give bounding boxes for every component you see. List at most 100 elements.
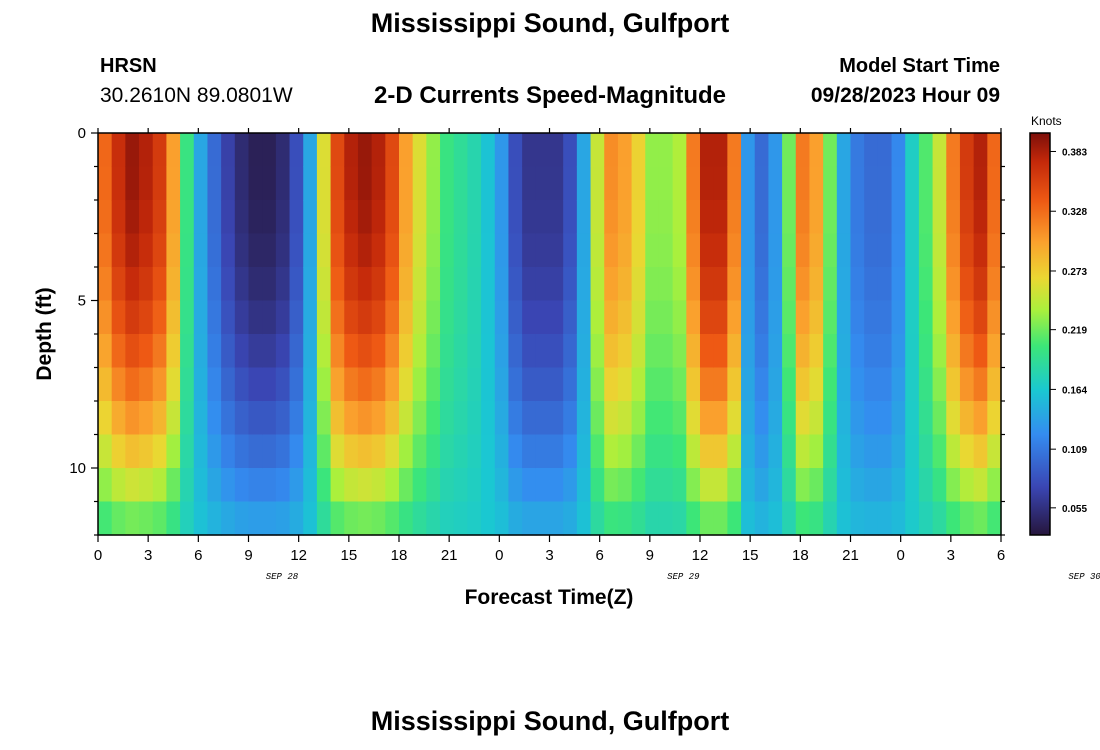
heatmap-cell xyxy=(180,367,195,402)
heatmap-cell xyxy=(371,501,386,536)
heatmap-cell xyxy=(440,401,455,436)
heatmap-cell xyxy=(303,468,318,503)
heatmap-cell xyxy=(959,367,975,402)
heatmap-cell xyxy=(275,200,291,235)
heatmap-cell xyxy=(795,367,811,402)
heatmap-cell xyxy=(563,200,578,235)
heatmap-cell xyxy=(946,468,961,503)
heatmap-cell xyxy=(836,133,852,168)
heatmap-cell xyxy=(275,133,291,168)
heatmap-cell xyxy=(672,133,687,168)
heatmap-cell xyxy=(467,233,482,268)
heatmap-cell xyxy=(426,468,441,503)
heatmap-cell xyxy=(303,300,318,335)
heatmap-cell xyxy=(344,401,359,436)
heatmap-cell xyxy=(973,334,988,369)
heatmap-cell xyxy=(221,133,236,168)
heatmap-cell xyxy=(166,434,181,469)
heatmap-cell xyxy=(426,501,441,536)
x-axis-label: Forecast Time(Z) xyxy=(465,586,634,609)
heatmap-cell xyxy=(823,267,838,302)
heatmap-cell xyxy=(481,300,496,335)
heatmap-cell xyxy=(522,133,537,168)
heatmap-cell xyxy=(877,300,893,335)
heatmap-cell xyxy=(303,367,318,402)
heatmap-cell xyxy=(481,501,496,536)
heatmap-cell xyxy=(959,200,975,235)
heatmap-cell xyxy=(617,434,633,469)
x-tick-label: 21 xyxy=(441,547,458,564)
heatmap-cell xyxy=(371,334,386,369)
heatmap-cell xyxy=(809,434,824,469)
heatmap-cell xyxy=(221,233,236,268)
heatmap-cell xyxy=(590,133,605,168)
heatmap-cell xyxy=(262,434,277,469)
heatmap-cell xyxy=(180,267,195,302)
heatmap-cell xyxy=(139,401,154,436)
heatmap-cell xyxy=(959,133,975,168)
x-tick-label: 6 xyxy=(194,547,202,564)
heatmap-cell xyxy=(877,166,893,201)
heatmap-cell xyxy=(891,267,906,302)
heatmap-cell xyxy=(576,133,592,168)
heatmap-cell xyxy=(590,300,605,335)
x-tick-label: 0 xyxy=(896,547,904,564)
heatmap-cell xyxy=(604,334,619,369)
heatmap-cell xyxy=(303,401,318,436)
heatmap-cell xyxy=(371,401,386,436)
heatmap-cell xyxy=(289,133,304,168)
heatmap-cell xyxy=(973,468,988,503)
heatmap-cell xyxy=(686,401,701,436)
heatmap-cell xyxy=(864,367,879,402)
heatmap-cell xyxy=(700,401,715,436)
heatmap-cell xyxy=(467,200,482,235)
heatmap-cell xyxy=(535,334,551,369)
heatmap-cell xyxy=(440,334,455,369)
heatmap-cell xyxy=(877,501,893,536)
heatmap-cell xyxy=(809,233,824,268)
heatmap-cell xyxy=(330,133,345,168)
heatmap-cell xyxy=(932,233,947,268)
heatmap-cell xyxy=(987,367,1002,402)
heatmap-cell xyxy=(617,401,633,436)
heatmap-cell xyxy=(727,334,742,369)
heatmap-cell xyxy=(549,133,564,168)
heatmap-cell xyxy=(700,233,715,268)
heatmap-cell xyxy=(727,468,742,503)
heatmap-cell xyxy=(316,166,332,201)
heatmap-cell xyxy=(864,434,879,469)
heatmap-cell xyxy=(576,468,592,503)
heatmap-cell xyxy=(522,267,537,302)
heatmap-cell xyxy=(700,334,715,369)
heatmap-cell xyxy=(946,334,961,369)
heatmap-cell xyxy=(440,468,455,503)
heatmap-cell xyxy=(604,367,619,402)
heatmap-cell xyxy=(563,300,578,335)
heatmap-cell xyxy=(357,300,373,335)
heatmap-cell xyxy=(563,401,578,436)
heatmap-cell xyxy=(590,367,605,402)
heatmap-cell xyxy=(494,267,510,302)
heatmap-cell xyxy=(658,434,674,469)
heatmap-cell xyxy=(604,468,619,503)
heatmap-cell xyxy=(234,334,250,369)
heatmap-cell xyxy=(139,166,154,201)
heatmap-cell xyxy=(412,200,427,235)
colorbar-ticks: 0.383 0.328 0.273 0.219 0.164 0.109 0.055 xyxy=(1050,147,1087,515)
heatmap-cell xyxy=(371,133,386,168)
heatmap-cell xyxy=(604,434,619,469)
heatmap-cell xyxy=(453,468,469,503)
heatmap-cell xyxy=(713,401,728,436)
heatmap-cell xyxy=(399,233,414,268)
heatmap-cell xyxy=(987,200,1002,235)
heatmap-cell xyxy=(180,233,195,268)
heatmap-cell xyxy=(658,200,674,235)
heatmap-cell xyxy=(617,468,633,503)
heatmap-cell xyxy=(139,233,154,268)
heatmap-cell xyxy=(604,233,619,268)
heatmap-cell xyxy=(713,468,728,503)
heatmap-cell xyxy=(700,300,715,335)
heatmap-cell xyxy=(125,401,140,436)
heatmap-cell xyxy=(440,300,455,335)
heatmap-cell xyxy=(289,434,304,469)
